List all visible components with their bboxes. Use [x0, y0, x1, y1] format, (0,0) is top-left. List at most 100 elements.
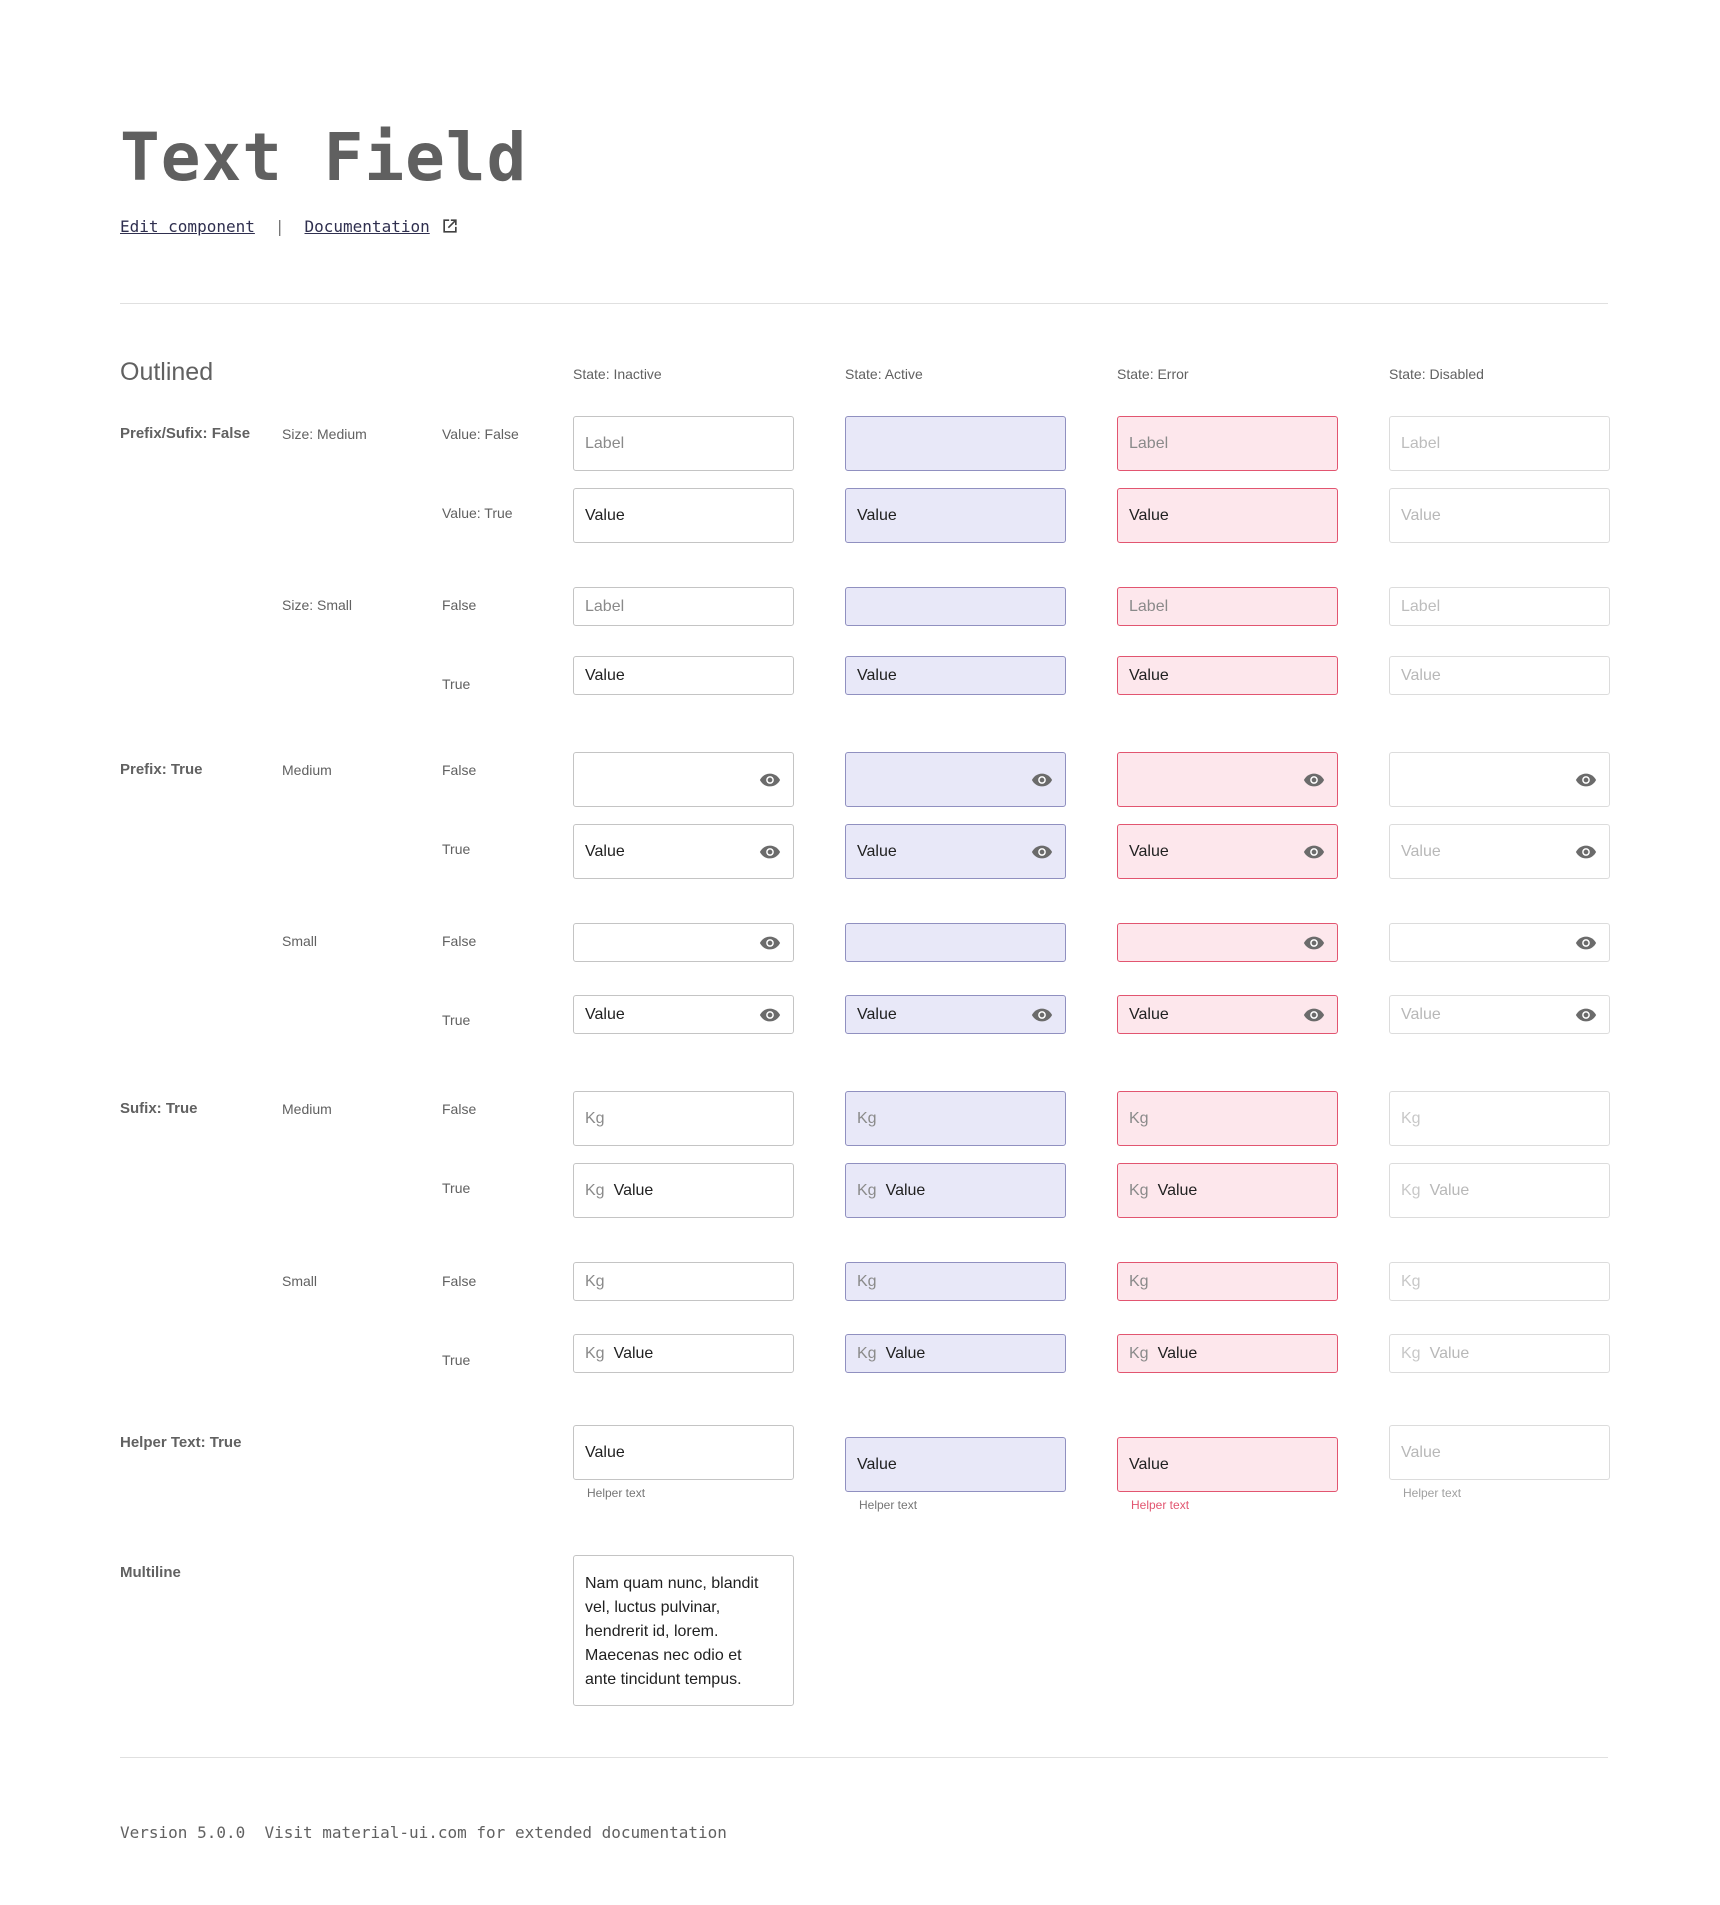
text-field-inactive[interactable]: Value	[573, 995, 794, 1034]
text-field-inactive[interactable]	[573, 923, 794, 962]
field-value: Value	[1129, 1005, 1169, 1023]
text-field-inactive[interactable]: Kg	[573, 1262, 794, 1301]
multiline-field[interactable]: Nam quam nunc, blandit vel, luctus pulvi…	[573, 1555, 794, 1706]
eye-icon[interactable]	[1031, 844, 1053, 860]
text-field-error[interactable]: Kg	[1117, 1091, 1338, 1146]
external-link-icon[interactable]	[440, 216, 460, 236]
text-field-active[interactable]: Value	[845, 488, 1066, 543]
eye-icon[interactable]	[1303, 772, 1325, 788]
field-prefix: Kg	[857, 1272, 877, 1290]
text-field-inactive[interactable]: Kg Value	[573, 1334, 794, 1373]
top-divider	[120, 303, 1608, 304]
text-field-error[interactable]	[1117, 752, 1338, 807]
value-label: False	[442, 1101, 477, 1117]
eye-icon[interactable]	[1303, 935, 1325, 951]
value-label: True	[442, 841, 471, 857]
text-field-error[interactable]	[1117, 923, 1338, 962]
text-field-active[interactable]: Value	[845, 824, 1066, 879]
field-value: Value	[857, 666, 897, 684]
group-label: Prefix: True	[120, 761, 203, 778]
field-value: Value	[613, 1344, 654, 1362]
value-label: True	[442, 1180, 471, 1196]
column-header-error: State: Error	[1117, 366, 1189, 382]
eye-icon[interactable]	[1031, 1007, 1053, 1023]
text-field-helper-active[interactable]: Value	[845, 1437, 1066, 1492]
field-prefix: Kg	[585, 1181, 605, 1199]
eye-icon[interactable]	[1575, 1007, 1597, 1023]
text-field-active[interactable]	[845, 416, 1066, 471]
text-field-error[interactable]: Value	[1117, 656, 1338, 695]
group-label: Prefix/Sufix: False	[120, 425, 251, 442]
text-field-active[interactable]	[845, 587, 1066, 626]
text-field-inactive[interactable]: Value	[573, 656, 794, 695]
text-field-helper-disabled: Value	[1389, 1425, 1610, 1480]
text-field-inactive[interactable]: Value	[573, 488, 794, 543]
field-value: Value	[1129, 506, 1169, 524]
field-value: Value	[585, 1443, 625, 1461]
field-prefix: Kg	[585, 1109, 605, 1127]
text-field-disabled: Value	[1389, 995, 1610, 1034]
text-field-inactive[interactable]: Kg Value	[573, 1163, 794, 1218]
text-field-inactive[interactable]: Label	[573, 587, 794, 626]
eye-icon[interactable]	[1575, 935, 1597, 951]
size-label: Small	[282, 933, 318, 949]
text-field-active[interactable]: Value	[845, 656, 1066, 695]
field-prefix: Kg	[1401, 1181, 1421, 1199]
text-field-active[interactable]: Value	[845, 995, 1066, 1034]
field-prefix: Kg	[1129, 1344, 1149, 1362]
documentation-link[interactable]: Documentation	[304, 216, 430, 236]
text-field-inactive[interactable]: Label	[573, 416, 794, 471]
text-field-error[interactable]: Kg	[1117, 1262, 1338, 1301]
group-label: Sufix: True	[120, 1100, 198, 1117]
group-label: Multiline	[120, 1564, 181, 1581]
text-field-helper-error[interactable]: Value	[1117, 1437, 1338, 1492]
text-field-active[interactable]	[845, 752, 1066, 807]
text-field-disabled: Value	[1389, 656, 1610, 695]
field-value: Value	[1157, 1181, 1198, 1199]
field-value: Value	[885, 1344, 926, 1362]
text-field-disabled: Kg	[1389, 1091, 1610, 1146]
group-label: Helper Text: True	[120, 1434, 242, 1451]
text-field-active[interactable]: Kg Value	[845, 1163, 1066, 1218]
field-prefix: Kg	[857, 1344, 877, 1362]
text-field-disabled	[1389, 923, 1610, 962]
footer-text: Version 5.0.0 Visit material-ui.com for …	[120, 1823, 727, 1842]
column-header-disabled: State: Disabled	[1389, 366, 1484, 382]
eye-icon[interactable]	[759, 772, 781, 788]
text-field-inactive[interactable]: Value	[573, 824, 794, 879]
helper-text: Helper text	[1131, 1498, 1190, 1512]
field-value: Value	[857, 506, 897, 524]
text-field-active[interactable]	[845, 923, 1066, 962]
eye-icon[interactable]	[1303, 1007, 1325, 1023]
text-field-active[interactable]: Kg	[845, 1262, 1066, 1301]
page-title: Text Field	[120, 119, 528, 196]
eye-icon[interactable]	[1303, 844, 1325, 860]
helper-text: Helper text	[587, 1486, 646, 1500]
text-field-error[interactable]: Label	[1117, 416, 1338, 471]
text-field-error[interactable]: Label	[1117, 587, 1338, 626]
eye-icon[interactable]	[759, 1007, 781, 1023]
value-label: False	[442, 933, 477, 949]
eye-icon[interactable]	[1031, 772, 1053, 788]
text-field-error[interactable]: Value	[1117, 824, 1338, 879]
field-value: Value	[1401, 1005, 1441, 1023]
section-title: Outlined	[120, 358, 214, 386]
text-field-error[interactable]: Kg Value	[1117, 1163, 1338, 1218]
field-value: Value	[1429, 1344, 1470, 1362]
helper-text: Helper text	[859, 1498, 918, 1512]
text-field-error[interactable]: Value	[1117, 995, 1338, 1034]
edit-component-link[interactable]: Edit component	[120, 216, 255, 236]
text-field-inactive[interactable]	[573, 752, 794, 807]
text-field-inactive[interactable]: Kg	[573, 1091, 794, 1146]
eye-icon[interactable]	[1575, 844, 1597, 860]
eye-icon[interactable]	[759, 935, 781, 951]
value-label: False	[442, 597, 477, 613]
text-field-error[interactable]: Kg Value	[1117, 1334, 1338, 1373]
eye-icon[interactable]	[1575, 772, 1597, 788]
text-field-helper-inactive[interactable]: Value	[573, 1425, 794, 1480]
text-field-active[interactable]: Kg	[845, 1091, 1066, 1146]
text-field-active[interactable]: Kg Value	[845, 1334, 1066, 1373]
text-field-error[interactable]: Value	[1117, 488, 1338, 543]
eye-icon[interactable]	[759, 844, 781, 860]
field-prefix: Kg	[857, 1109, 877, 1127]
